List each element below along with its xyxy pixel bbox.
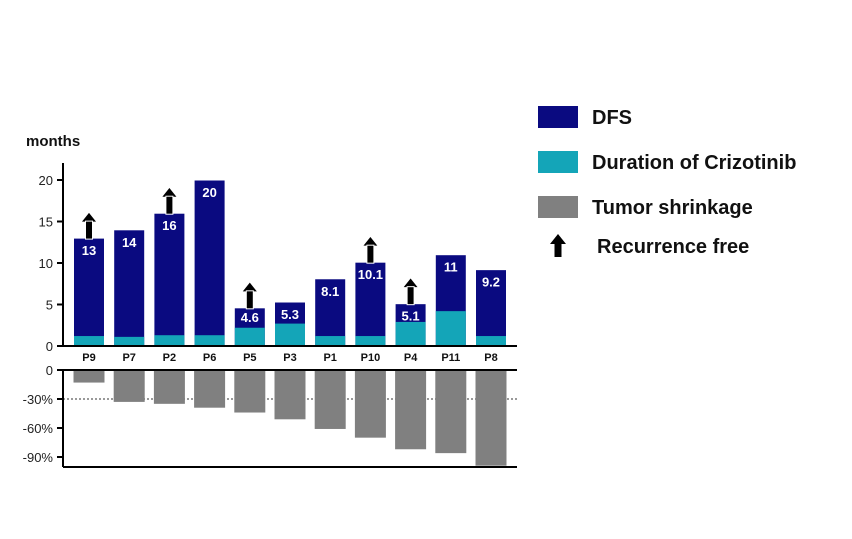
shrinkage-bar-p8	[475, 370, 507, 466]
arrow-shaft	[245, 290, 254, 310]
shrinkage-bar-p11	[435, 370, 467, 454]
dfs-bar-p8	[475, 269, 507, 347]
category-label-p10: P10	[361, 352, 381, 364]
legend-item: Duration of Crizotinib	[538, 151, 796, 174]
shrinkage-bar-p9	[73, 370, 105, 383]
data-label-p7: 14	[122, 235, 137, 250]
top-y-tick-label: 15	[39, 215, 53, 230]
data-label-p6: 20	[202, 185, 216, 200]
shrinkage-bar-p4	[395, 370, 427, 450]
data-label-p10: 10.1	[358, 267, 383, 282]
legend-label: Tumor shrinkage	[592, 197, 753, 219]
legend-item: DFS	[538, 106, 632, 129]
shrinkage-bar-p2	[153, 370, 185, 404]
data-label-p8: 9.2	[482, 275, 500, 290]
legend-label: Recurrence free	[597, 236, 749, 258]
legend-label: DFS	[592, 107, 632, 129]
recurrence-free-arrow-icon	[240, 281, 259, 310]
arrow-shaft	[85, 220, 93, 240]
crizotinib-bar-p1	[315, 336, 346, 346]
crizotinib-bar-p4	[395, 321, 426, 346]
category-label-p11: P11	[441, 352, 460, 364]
shrinkage-bar-p1	[314, 370, 346, 429]
top-y-tick-label: 20	[39, 173, 53, 188]
category-label-p2: P2	[163, 352, 176, 364]
crizotinib-bar-p3	[275, 323, 305, 346]
shrinkage-bar-p3	[274, 370, 306, 420]
data-label-p1: 8.1	[321, 284, 339, 299]
crizotinib-bar-p7	[114, 336, 145, 346]
legend-swatch	[538, 151, 578, 173]
category-label-p4: P4	[404, 352, 418, 364]
bottom-y-tick-label: -30%	[23, 392, 54, 407]
category-label-p9: P9	[82, 352, 95, 364]
top-y-tick-label: 5	[46, 298, 53, 313]
category-label-p6: P6	[203, 352, 216, 364]
dfs-bar-p1	[314, 278, 347, 347]
crizotinib-bar-p5	[234, 327, 265, 346]
data-label-p11: 11	[444, 260, 458, 275]
bottom-y-tick-label: 0	[46, 363, 53, 378]
arrow-shaft	[406, 286, 415, 306]
shrinkage-bar-p7	[113, 370, 145, 402]
arrow-shaft	[554, 243, 562, 257]
crizotinib-bar-p10	[355, 336, 386, 346]
category-label-p5: P5	[243, 352, 256, 364]
dfs-bar-p9	[73, 237, 105, 347]
legend-item: Tumor shrinkage	[538, 196, 753, 219]
shrinkage-bar-p6	[194, 370, 226, 408]
top-y-tick-label: 10	[39, 256, 53, 271]
category-label-p3: P3	[283, 352, 296, 364]
crizotinib-bar-p2	[154, 335, 185, 346]
data-label-p4: 5.1	[402, 309, 420, 324]
category-label-p7: P7	[122, 352, 135, 364]
recurrence-free-arrow-icon	[79, 211, 99, 240]
crizotinib-bar-p11	[435, 311, 466, 346]
category-label-p8: P8	[484, 352, 497, 364]
legend-item: Recurrence free	[550, 234, 749, 258]
dfs-bar-p6	[193, 179, 226, 347]
shrinkage-bar-p5	[234, 370, 266, 413]
category-label-p1: P1	[323, 352, 336, 364]
data-label-p3: 5.3	[281, 307, 299, 322]
legend-label: Duration of Crizotinib	[592, 152, 796, 174]
y-axis-unit-label: months	[26, 133, 80, 150]
recurrence-free-arrow-icon	[361, 235, 380, 264]
shrinkage-bar-p10	[354, 370, 386, 438]
arrow-head	[550, 234, 566, 244]
dfs-bar-p7	[113, 229, 146, 347]
arrow-shaft	[165, 195, 174, 215]
bottom-y-tick-label: -60%	[23, 421, 54, 436]
legend-swatch	[538, 106, 578, 128]
legend-swatch	[538, 196, 578, 218]
legend-arrow-icon	[550, 234, 566, 257]
crizotinib-bar-p6	[194, 335, 225, 346]
recurrence-free-arrow-icon	[401, 276, 420, 306]
recurrence-free-arrow-icon	[160, 186, 179, 215]
data-label-p9: 13	[82, 243, 96, 258]
crizotinib-bar-p9	[74, 336, 104, 346]
top-y-tick-label: 0	[46, 339, 53, 354]
data-label-p5: 4.6	[241, 310, 259, 325]
data-label-p2: 16	[162, 218, 176, 233]
bottom-y-tick-label: -90%	[23, 450, 54, 465]
arrow-shaft	[366, 244, 375, 264]
crizotinib-bar-p8	[476, 336, 506, 346]
